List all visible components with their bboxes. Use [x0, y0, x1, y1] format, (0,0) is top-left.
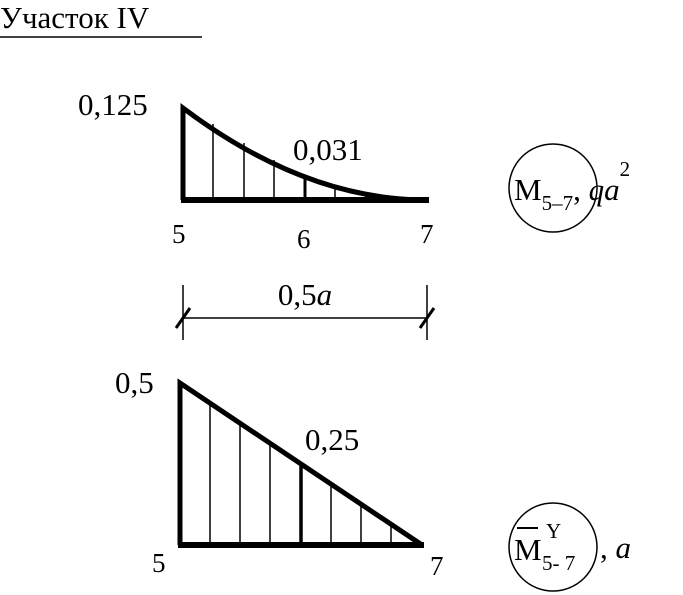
dimension-symbol: a: [317, 277, 333, 312]
symbol: M: [514, 172, 542, 207]
value-label: 0,25: [305, 422, 359, 457]
value-label: 0,125: [78, 87, 148, 122]
diagram-label: MY 5- 7, a: [514, 519, 631, 575]
superscript: Y: [546, 519, 561, 543]
dimension-number: 0,5: [278, 277, 317, 312]
symbol: M: [514, 532, 542, 567]
label-circle: [508, 502, 598, 592]
subscript: 5–7: [542, 191, 574, 215]
separator: ,: [600, 530, 616, 565]
subscript: 5- 7: [542, 551, 575, 575]
title: Участок IV: [0, 0, 150, 35]
value-label: 0,031: [293, 132, 363, 167]
units: qa: [589, 172, 620, 207]
node-label: 5: [152, 548, 166, 578]
moment-diagram: [180, 102, 429, 203]
node-label: 6: [297, 224, 311, 254]
units: a: [616, 530, 632, 565]
units-power: 2: [620, 157, 631, 181]
dimension-label: 0,5a: [278, 277, 332, 312]
diagram-label: M5–7, qa2: [514, 157, 630, 215]
node-label: 7: [430, 551, 444, 581]
hatching: [209, 403, 392, 545]
hatch-line: [174, 307, 192, 329]
hatch-line: [418, 307, 436, 329]
dimension-line: [174, 285, 436, 340]
node-label: 7: [420, 219, 434, 249]
triangle: [177, 378, 424, 548]
separator: ,: [573, 172, 589, 207]
value-label: 0,5: [115, 365, 154, 400]
label-circle: [508, 143, 598, 233]
node-label: 5: [172, 219, 186, 249]
unit-moment-diagram: [177, 378, 424, 548]
